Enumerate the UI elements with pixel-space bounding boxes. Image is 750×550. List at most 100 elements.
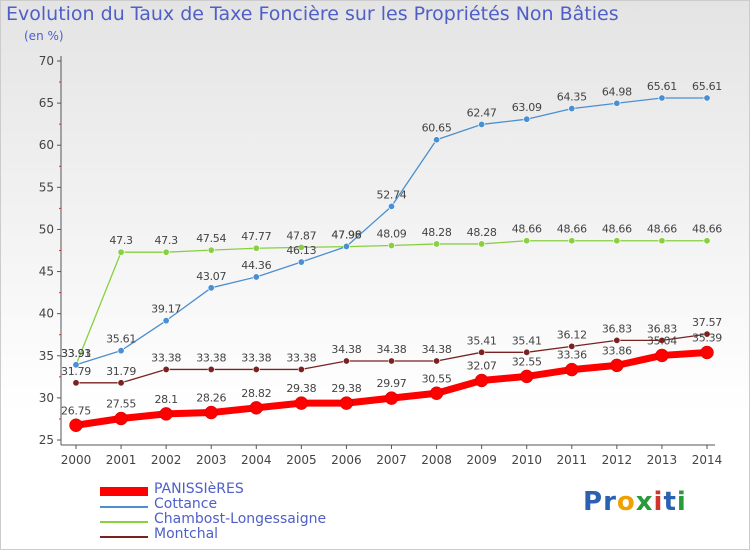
x-tick-label: 2010 (511, 453, 542, 467)
data-point (433, 136, 441, 144)
data-label: 39.17 (151, 303, 181, 316)
data-point (613, 336, 621, 344)
data-point (117, 347, 125, 355)
data-label: 32.55 (512, 355, 542, 368)
data-point (117, 248, 125, 256)
data-point (297, 365, 305, 373)
x-tick-label: 2014 (692, 453, 723, 467)
data-label: 32.07 (467, 359, 497, 372)
data-label: 34.38 (422, 343, 452, 356)
y-tick-label: 35 (39, 349, 54, 363)
data-point (433, 240, 441, 248)
data-label: 44.36 (241, 259, 271, 272)
x-tick-label: 2001 (106, 453, 137, 467)
chart-title: Evolution du Taux de Taxe Foncière sur l… (6, 3, 619, 25)
data-point (610, 358, 624, 373)
data-label: 64.35 (557, 91, 587, 104)
data-label: 48.66 (557, 223, 587, 236)
data-label: 33.38 (241, 351, 271, 364)
data-point (658, 94, 666, 102)
data-point (658, 336, 666, 344)
data-label: 35.41 (512, 334, 542, 347)
data-label: 36.83 (647, 322, 677, 335)
legend-label: Montchal (154, 526, 219, 542)
data-point (387, 242, 395, 250)
data-point (72, 361, 80, 369)
data-point (478, 120, 486, 128)
data-point (69, 418, 83, 433)
data-label: 33.93 (61, 347, 91, 360)
y-tick-label: 30 (39, 391, 54, 405)
data-point (703, 330, 711, 338)
data-label: 48.66 (692, 223, 722, 236)
data-point (297, 243, 305, 251)
logo-letter: P (583, 487, 604, 517)
x-tick-label: 2011 (557, 453, 588, 467)
data-label: 48.66 (512, 223, 542, 236)
data-label: 35.41 (467, 334, 497, 347)
logo-letter: o (616, 487, 636, 517)
data-label: 47.54 (196, 232, 226, 245)
data-point (207, 365, 215, 373)
y-tick-label: 25 (39, 433, 54, 447)
data-label: 37.57 (692, 316, 722, 329)
legend-swatch (100, 487, 148, 496)
data-point (568, 105, 576, 113)
data-point (523, 237, 531, 245)
data-point (613, 237, 621, 245)
data-label: 29.97 (377, 377, 407, 390)
data-point (568, 342, 576, 350)
data-point (114, 411, 128, 426)
x-tick-label: 2006 (331, 453, 362, 467)
x-tick-label: 2003 (196, 453, 227, 467)
legend-label: Chambost-Longessaigne (154, 511, 327, 527)
proxiti-logo: Proxiti (583, 487, 687, 517)
data-label: 33.36 (557, 349, 587, 362)
data-point (474, 373, 489, 388)
data-label: 29.38 (286, 382, 316, 395)
data-label: 62.47 (467, 106, 497, 119)
data-label: 33.86 (602, 344, 632, 357)
data-label: 47.96 (331, 229, 361, 242)
data-label: 26.75 (61, 404, 91, 417)
data-label: 43.07 (196, 270, 226, 283)
data-point (565, 362, 579, 377)
data-label: 63.09 (512, 101, 542, 114)
x-tick-label: 2008 (421, 453, 452, 467)
data-point (700, 345, 714, 360)
data-point (523, 115, 531, 123)
data-label: 52.74 (377, 188, 407, 201)
x-tick-label: 2007 (376, 453, 407, 467)
logo-letter: t (663, 487, 677, 517)
y-tick-label: 40 (39, 307, 54, 321)
data-label: 47.3 (109, 234, 133, 247)
data-point (703, 94, 711, 102)
data-label: 28.82 (241, 387, 271, 400)
data-point (433, 357, 441, 365)
logo-letter: i (676, 487, 687, 517)
data-point (162, 317, 170, 325)
data-label: 48.66 (602, 223, 632, 236)
data-label: 27.55 (106, 398, 136, 411)
logo-letter: i (653, 487, 664, 517)
data-point (252, 244, 260, 252)
data-point (252, 273, 260, 281)
data-point (387, 357, 395, 365)
data-label: 35.61 (106, 333, 136, 346)
legend-label: Cottance (154, 496, 218, 512)
data-point (72, 379, 80, 387)
x-tick-label: 2012 (602, 453, 633, 467)
y-tick-label: 65 (39, 96, 54, 110)
data-label: 47.87 (286, 229, 316, 242)
data-label: 65.61 (647, 80, 677, 93)
data-point (429, 386, 444, 401)
data-point (387, 202, 395, 210)
x-tick-label: 2005 (286, 453, 317, 467)
data-label: 48.28 (422, 226, 452, 239)
data-point (342, 242, 350, 250)
data-label: 48.28 (467, 226, 497, 239)
data-label: 30.55 (422, 372, 452, 385)
data-point (207, 284, 215, 292)
data-point (613, 99, 621, 107)
data-point (519, 369, 534, 384)
